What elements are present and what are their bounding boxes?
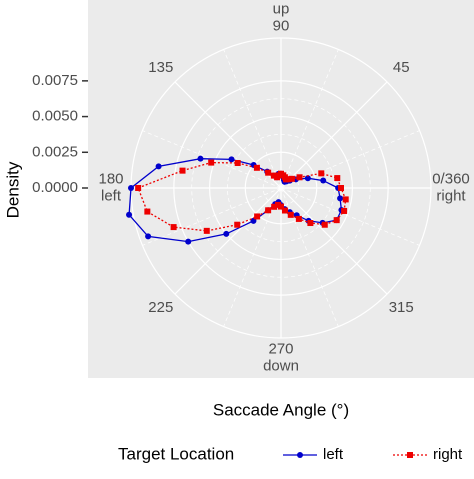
minor-grid-spoke bbox=[280, 187, 420, 246]
point bbox=[155, 163, 162, 170]
grid-spoke bbox=[174, 187, 282, 295]
angle-label: 180 bbox=[98, 170, 123, 187]
point bbox=[337, 195, 344, 202]
angle-label: 0/360 bbox=[432, 170, 470, 187]
angle-label: 270 bbox=[268, 340, 293, 357]
legend-label: right bbox=[433, 446, 463, 463]
point bbox=[271, 203, 278, 210]
angle-label: 315 bbox=[389, 299, 414, 316]
y-tick-label: 0.0075 bbox=[32, 72, 78, 89]
point bbox=[288, 175, 295, 182]
legend-label: left bbox=[323, 446, 344, 463]
point bbox=[144, 208, 151, 215]
point bbox=[253, 164, 260, 171]
minor-grid-spoke bbox=[223, 49, 282, 189]
point bbox=[265, 207, 272, 214]
direction-label: right bbox=[436, 187, 466, 204]
angle-label: 225 bbox=[148, 299, 173, 316]
point bbox=[208, 159, 215, 166]
minor-grid-spoke bbox=[142, 187, 282, 246]
point bbox=[234, 160, 241, 166]
x-axis-title: Saccade Angle (°) bbox=[213, 400, 349, 419]
point bbox=[296, 174, 303, 181]
point bbox=[342, 196, 349, 203]
point bbox=[234, 221, 241, 228]
direction-label: up bbox=[273, 0, 290, 17]
legend-title: Target Location bbox=[118, 444, 234, 463]
angle-label: 135 bbox=[148, 59, 173, 76]
legend-marker bbox=[297, 452, 303, 458]
point bbox=[304, 175, 311, 182]
minor-grid-spoke bbox=[280, 49, 339, 189]
y-tick-label: 0.0025 bbox=[32, 143, 78, 160]
point bbox=[341, 207, 348, 214]
point bbox=[307, 220, 314, 227]
point bbox=[281, 207, 288, 214]
direction-label: down bbox=[263, 357, 299, 374]
legend-marker bbox=[407, 452, 413, 458]
point bbox=[223, 230, 230, 237]
direction-label: left bbox=[101, 187, 122, 204]
point bbox=[338, 185, 344, 191]
point bbox=[179, 167, 186, 174]
point bbox=[145, 233, 152, 240]
point bbox=[185, 238, 192, 245]
point bbox=[321, 221, 328, 228]
point bbox=[320, 177, 327, 184]
point bbox=[287, 211, 294, 218]
y-axis-title: Density bbox=[3, 161, 22, 218]
angle-label: 90 bbox=[273, 17, 290, 34]
minor-grid-spoke bbox=[142, 130, 282, 189]
point bbox=[197, 155, 204, 162]
point bbox=[278, 203, 284, 210]
point bbox=[126, 211, 133, 218]
angle-label: 45 bbox=[393, 59, 410, 76]
grid-spoke bbox=[280, 187, 388, 295]
point bbox=[274, 174, 281, 181]
minor-grid-spoke bbox=[223, 187, 282, 327]
point bbox=[135, 185, 142, 191]
point bbox=[254, 213, 261, 220]
point bbox=[265, 169, 272, 176]
point bbox=[128, 185, 134, 191]
point bbox=[333, 217, 340, 224]
point bbox=[318, 170, 325, 177]
point bbox=[334, 175, 341, 182]
y-tick-label: 0.0000 bbox=[32, 179, 78, 196]
point bbox=[228, 156, 235, 163]
point bbox=[295, 215, 302, 222]
point bbox=[270, 172, 277, 179]
y-tick-label: 0.0050 bbox=[32, 108, 78, 125]
point bbox=[203, 227, 210, 234]
point bbox=[170, 224, 177, 231]
grid-spoke bbox=[280, 81, 388, 189]
